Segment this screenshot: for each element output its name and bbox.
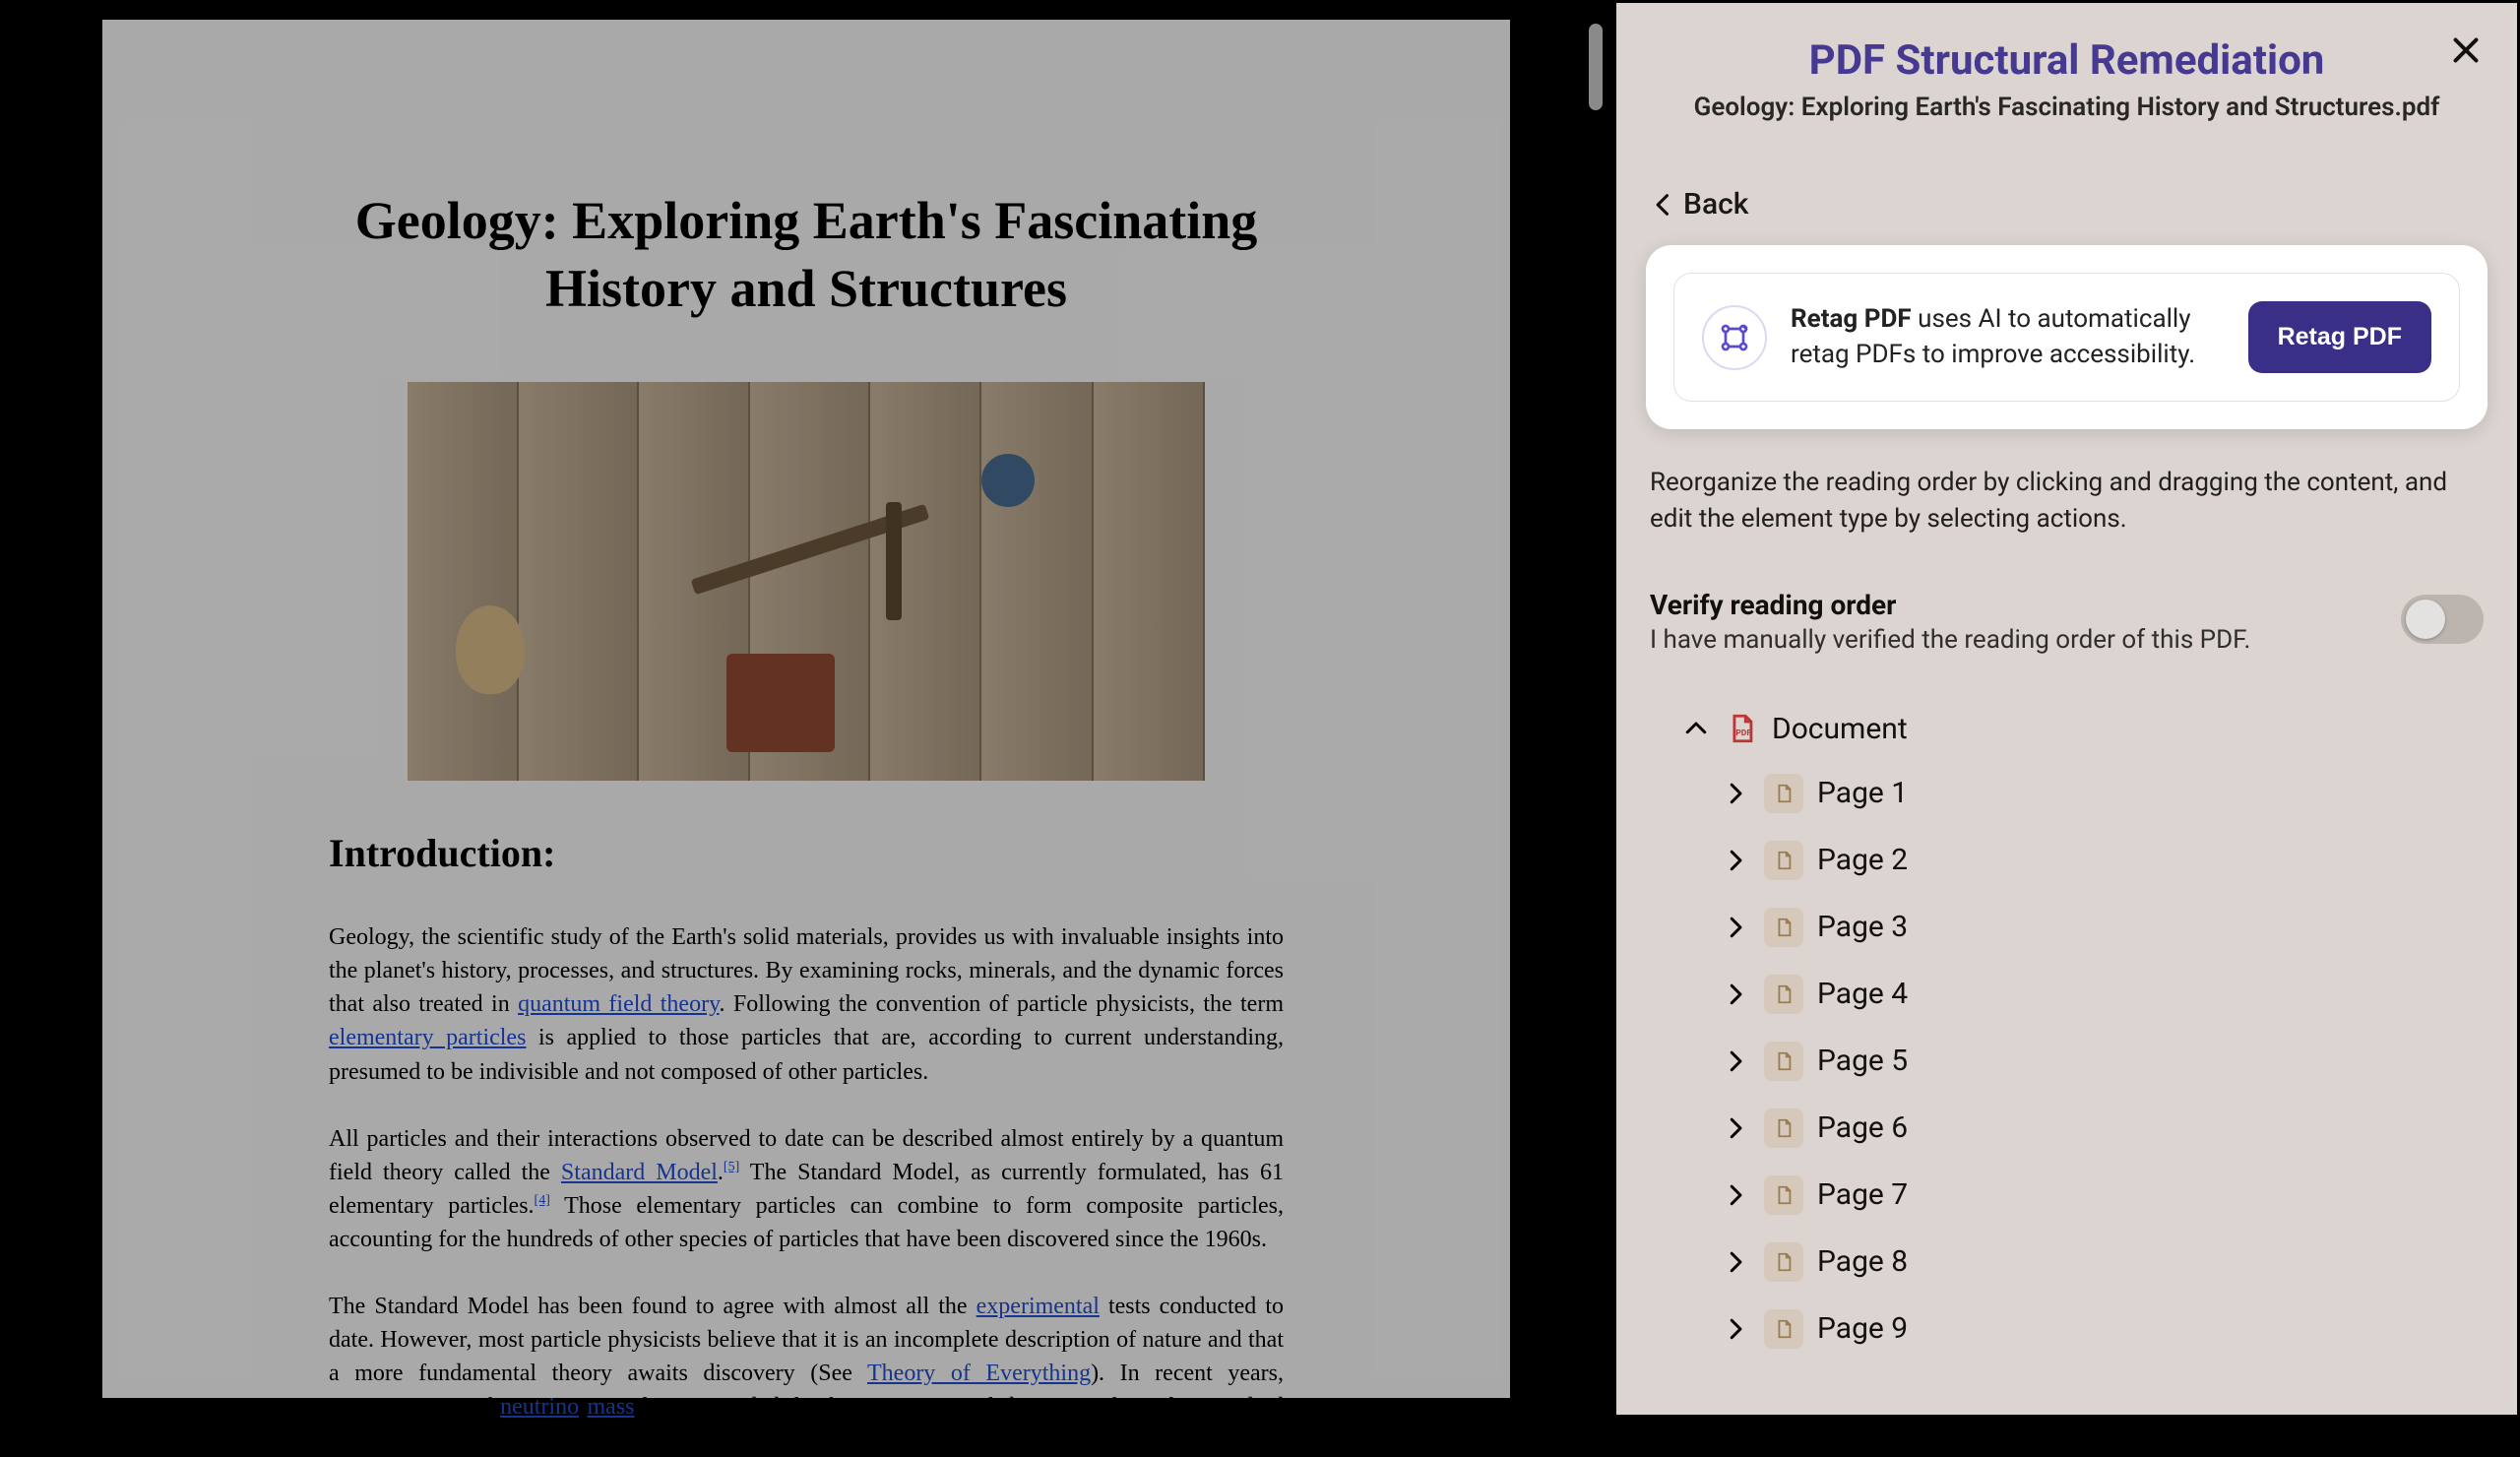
link-theory-of-everything[interactable]: Theory of Everything bbox=[867, 1361, 1091, 1386]
chevron-right-icon bbox=[1721, 913, 1750, 942]
verify-toggle[interactable] bbox=[2401, 595, 2484, 644]
tree-page-label: Page 9 bbox=[1817, 1311, 1908, 1346]
remediation-panel: PDF Structural Remediation Geology: Expl… bbox=[1612, 0, 2520, 1418]
ai-retag-icon bbox=[1702, 305, 1767, 370]
verify-reading-order-desc: I have manually verified the reading ord… bbox=[1650, 625, 2401, 655]
back-button[interactable]: Back bbox=[1646, 150, 2488, 245]
tree-page-label: Page 6 bbox=[1817, 1110, 1908, 1145]
tree-page-item[interactable]: Page 1 bbox=[1650, 760, 2484, 827]
citation-4[interactable]: [4] bbox=[535, 1193, 550, 1208]
tree-page-label: Page 5 bbox=[1817, 1044, 1908, 1078]
chevron-right-icon bbox=[1721, 1314, 1750, 1344]
link-elementary-particles[interactable]: elementary particles bbox=[329, 1025, 526, 1050]
doc-title: Geology: Exploring Earth's Fascinating H… bbox=[329, 187, 1284, 323]
tree-page-item[interactable]: Page 9 bbox=[1650, 1296, 2484, 1362]
tree-root-label: Document bbox=[1772, 712, 1908, 746]
link-standard-model[interactable]: Standard Model bbox=[561, 1160, 718, 1185]
back-label: Back bbox=[1683, 187, 1748, 222]
tree-page-item[interactable]: Page 6 bbox=[1650, 1095, 2484, 1162]
page-icon bbox=[1764, 975, 1803, 1014]
tree-page-item[interactable]: Page 5 bbox=[1650, 1028, 2484, 1095]
reorganize-hint: Reorganize the reading order by clicking… bbox=[1646, 465, 2488, 538]
link-experimental[interactable]: experimental bbox=[976, 1294, 1100, 1319]
paragraph-3: The Standard Model has been found to agr… bbox=[329, 1290, 1284, 1457]
link-qft[interactable]: quantum field theory bbox=[518, 991, 719, 1017]
panel-subtitle: Geology: Exploring Earth's Fascinating H… bbox=[1656, 93, 2478, 122]
chevron-up-icon bbox=[1681, 714, 1711, 743]
page-icon bbox=[1764, 1309, 1803, 1349]
pdf-icon: PDF bbox=[1725, 712, 1758, 745]
tree-page-label: Page 4 bbox=[1817, 977, 1908, 1011]
page-icon bbox=[1764, 908, 1803, 947]
retag-description: Retag PDF uses AI to automatically retag… bbox=[1791, 302, 2225, 371]
chevron-right-icon bbox=[1721, 1113, 1750, 1143]
tree-page-label: Page 1 bbox=[1817, 776, 1908, 810]
page-icon bbox=[1764, 841, 1803, 880]
chevron-right-icon bbox=[1721, 846, 1750, 875]
page-icon bbox=[1764, 1042, 1803, 1081]
tree-page-item[interactable]: Page 3 bbox=[1650, 894, 2484, 961]
verify-reading-order-title: Verify reading order bbox=[1650, 589, 2401, 621]
tree-page-label: Page 7 bbox=[1817, 1177, 1908, 1212]
retag-pdf-button[interactable]: Retag PDF bbox=[2248, 301, 2431, 373]
tree-page-item[interactable]: Page 2 bbox=[1650, 827, 2484, 894]
citation-5[interactable]: [5] bbox=[724, 1160, 739, 1174]
pdf-viewer: Geology: Exploring Earth's Fascinating H… bbox=[0, 0, 1612, 1418]
structure-tree: PDF Document Page 1 Page 2 Page 3 Page 4 Pag… bbox=[1646, 698, 2488, 1362]
svg-text:PDF: PDF bbox=[1735, 728, 1751, 738]
page-icon bbox=[1764, 1242, 1803, 1282]
tree-page-item[interactable]: Page 8 bbox=[1650, 1229, 2484, 1296]
link-mass[interactable]: mass bbox=[588, 1394, 635, 1420]
chevron-right-icon bbox=[1721, 980, 1750, 1009]
tree-root-document[interactable]: PDF Document bbox=[1650, 698, 2484, 760]
tree-page-label: Page 3 bbox=[1817, 910, 1908, 944]
close-icon[interactable] bbox=[2448, 32, 2484, 68]
tree-page-item[interactable]: Page 4 bbox=[1650, 961, 2484, 1028]
tree-page-label: Page 8 bbox=[1817, 1244, 1908, 1279]
page-icon bbox=[1764, 1175, 1803, 1215]
chevron-right-icon bbox=[1721, 1046, 1750, 1076]
intro-heading: Introduction: bbox=[329, 830, 1284, 876]
scrollbar[interactable] bbox=[1589, 24, 1603, 110]
chevron-right-icon bbox=[1721, 1180, 1750, 1210]
paragraph-1: Geology, the scientific study of the Ear… bbox=[329, 920, 1284, 1088]
page-icon bbox=[1764, 1109, 1803, 1148]
retag-callout: Retag PDF uses AI to automatically retag… bbox=[1646, 245, 2488, 429]
hero-image bbox=[408, 382, 1205, 781]
paragraph-2: All particles and their interactions obs… bbox=[329, 1122, 1284, 1256]
panel-title: PDF Structural Remediation bbox=[1656, 36, 2478, 85]
tree-page-label: Page 2 bbox=[1817, 843, 1908, 877]
pdf-page: Geology: Exploring Earth's Fascinating H… bbox=[102, 20, 1510, 1398]
chevron-right-icon bbox=[1721, 779, 1750, 808]
chevron-right-icon bbox=[1721, 1247, 1750, 1277]
panel-header: PDF Structural Remediation Geology: Expl… bbox=[1616, 3, 2517, 150]
link-neutrino[interactable]: neutrino bbox=[500, 1394, 579, 1420]
page-icon bbox=[1764, 774, 1803, 813]
tree-page-item[interactable]: Page 7 bbox=[1650, 1162, 2484, 1229]
